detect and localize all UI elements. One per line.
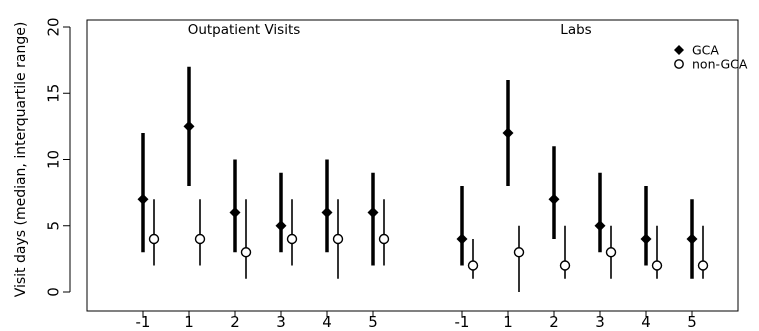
gca-median-marker bbox=[456, 233, 468, 245]
legend-non-gca-marker bbox=[674, 59, 684, 69]
gca-median-marker bbox=[367, 207, 379, 218]
gca-median-marker bbox=[183, 120, 195, 132]
non-gca-median-marker bbox=[148, 233, 160, 245]
gca-point-group bbox=[686, 199, 698, 279]
non-gca-median-marker bbox=[378, 233, 390, 245]
x-tick-label: 1 bbox=[503, 313, 513, 331]
x-axis: -1 1 2 3 4 5 -1 1 2 3 4 5 bbox=[136, 310, 697, 331]
legend-label: GCA bbox=[692, 42, 719, 57]
non-gca-point-group bbox=[697, 225, 709, 279]
non-gca-point-group bbox=[559, 225, 571, 279]
data-marks bbox=[137, 66, 709, 292]
gca-median-marker bbox=[502, 127, 514, 139]
legend-label: non-GCA bbox=[692, 56, 748, 71]
gca-point-group bbox=[137, 133, 149, 253]
non-gca-median-marker bbox=[286, 233, 298, 245]
y-tick-label: 20 bbox=[44, 17, 62, 36]
y-tick-label: 5 bbox=[44, 221, 62, 231]
panel-title: Outpatient Visits bbox=[188, 22, 301, 38]
x-tick-label: 2 bbox=[549, 313, 559, 331]
gca-median-marker bbox=[137, 193, 149, 205]
x-tick-label: 3 bbox=[595, 313, 605, 331]
non-gca-point-group bbox=[378, 199, 390, 266]
gca-median-marker bbox=[548, 193, 560, 205]
non-gca-point-group bbox=[651, 225, 663, 279]
x-tick-label: 1 bbox=[184, 313, 194, 331]
gca-point-group bbox=[548, 146, 560, 239]
gca-point-group bbox=[594, 172, 606, 253]
x-tick-label: 2 bbox=[230, 313, 240, 331]
gca-median-marker bbox=[594, 220, 606, 232]
non-gca-point-group bbox=[332, 199, 344, 279]
legend-gca-marker bbox=[674, 45, 684, 55]
non-gca-point-group bbox=[148, 199, 160, 266]
non-gca-point-group bbox=[240, 199, 252, 279]
non-gca-point-group bbox=[286, 199, 298, 266]
x-tick-label: 5 bbox=[687, 313, 697, 331]
gca-median-marker bbox=[640, 233, 652, 245]
x-tick-label: -1 bbox=[136, 313, 151, 331]
non-gca-median-marker bbox=[513, 247, 525, 258]
non-gca-median-marker bbox=[332, 233, 344, 245]
gca-point-group bbox=[502, 80, 514, 186]
y-tick-label: 0 bbox=[44, 287, 62, 297]
x-tick-label: 4 bbox=[641, 313, 651, 331]
non-gca-median-marker bbox=[559, 260, 571, 271]
gca-median-marker bbox=[686, 233, 698, 245]
y-axis-title: Visit days (median, interquartile range) bbox=[13, 22, 29, 298]
gca-point-group bbox=[640, 186, 652, 266]
non-gca-point-group bbox=[194, 199, 206, 266]
non-gca-median-marker bbox=[651, 260, 663, 271]
non-gca-median-marker bbox=[605, 247, 617, 258]
gca-point-group bbox=[229, 159, 241, 253]
y-tick-label: 15 bbox=[44, 84, 62, 103]
gca-point-group bbox=[183, 66, 195, 186]
non-gca-point-group bbox=[467, 239, 479, 279]
non-gca-point-group bbox=[513, 225, 525, 292]
y-tick-label: 10 bbox=[44, 150, 62, 169]
gca-point-group bbox=[321, 159, 333, 253]
non-gca-median-marker bbox=[240, 247, 252, 258]
non-gca-median-marker bbox=[697, 260, 709, 271]
panel-title: Labs bbox=[560, 22, 591, 38]
x-tick-label: 5 bbox=[368, 313, 378, 331]
gca-point-group bbox=[367, 172, 379, 266]
x-tick-label: 4 bbox=[322, 313, 332, 331]
non-gca-point-group bbox=[605, 225, 617, 279]
panel-titles: Outpatient Visits Labs bbox=[188, 22, 592, 38]
x-tick-label: 3 bbox=[276, 313, 286, 331]
plot-frame bbox=[86, 19, 739, 312]
y-axis: 0 5 10 15 20 bbox=[44, 17, 71, 297]
gca-median-marker bbox=[229, 207, 241, 218]
gca-median-marker bbox=[275, 220, 287, 232]
gca-point-group bbox=[275, 172, 287, 253]
non-gca-median-marker bbox=[194, 233, 206, 245]
x-tick-label: -1 bbox=[455, 313, 470, 331]
gca-median-marker bbox=[321, 207, 333, 218]
non-gca-median-marker bbox=[467, 260, 479, 271]
gca-point-group bbox=[456, 186, 468, 266]
